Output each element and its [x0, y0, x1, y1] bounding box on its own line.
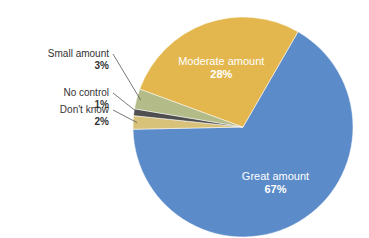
- svg-text:No control1%: No control1%: [63, 87, 109, 110]
- svg-text:Moderate amount28%: Moderate amount28%: [178, 55, 264, 80]
- svg-text:Great amount67%: Great amount67%: [242, 170, 309, 195]
- svg-text:Small amount3%: Small amount3%: [48, 48, 109, 71]
